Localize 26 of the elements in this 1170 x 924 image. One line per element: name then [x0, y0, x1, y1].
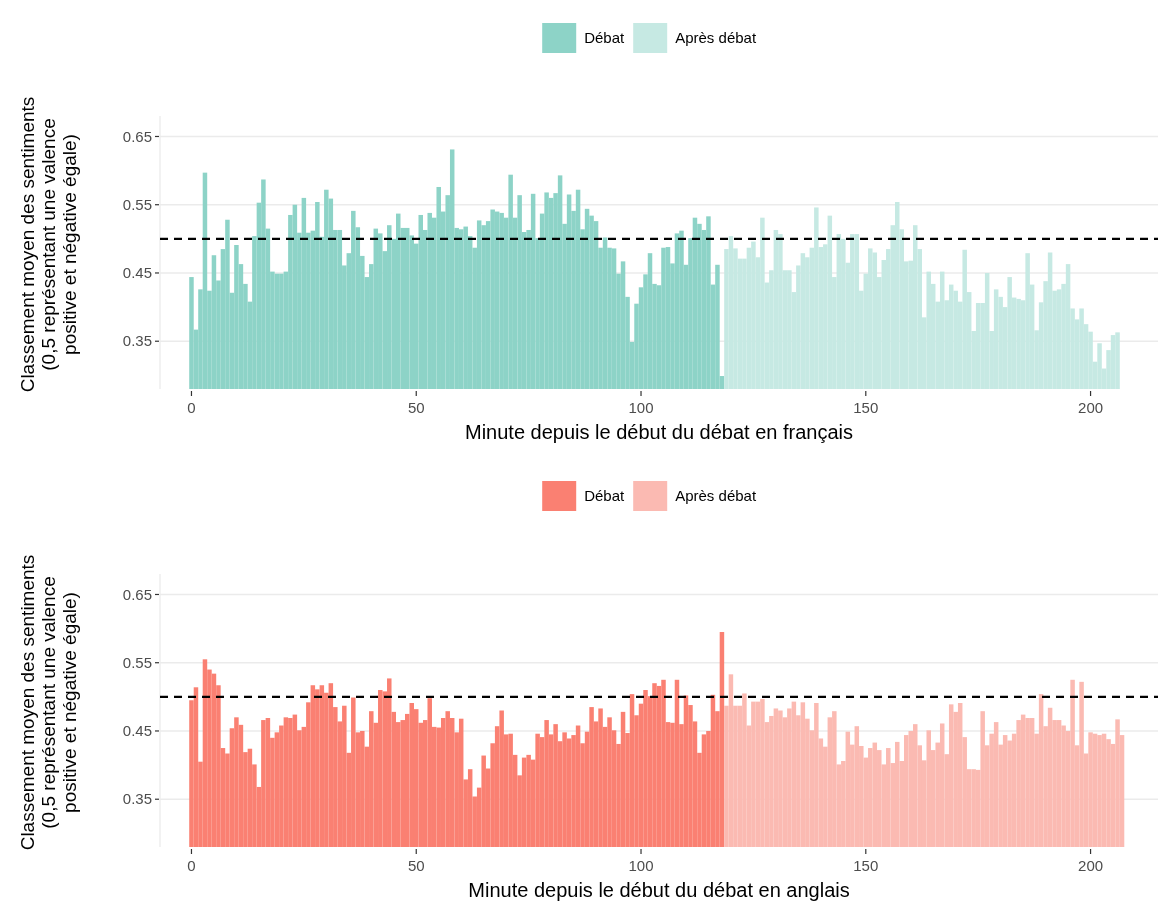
- x-axis-title: Minute depuis le début du débat en français: [464, 421, 854, 443]
- x-tick-label: 50: [407, 399, 425, 416]
- x-tick-label: 200: [1078, 857, 1104, 874]
- y-tick-label: 0.35: [122, 332, 152, 350]
- x-tick-label: 0: [187, 399, 196, 416]
- x-tick-label: 150: [853, 857, 879, 874]
- y-axis-title: Classement moyen des sentiments (0,5 représentant une valence positive et négative égale): [17, 96, 80, 393]
- y-tick-label: 0.65: [122, 127, 152, 145]
- legend-label: Après débat: [675, 29, 757, 47]
- x-tick-label: 150: [853, 399, 879, 416]
- x-axis-title: Minute depuis le début du débat en anglais: [468, 879, 850, 901]
- y-axis-title: Classement moyen des sentiments (0,5 représentant une valence positive et négative égale): [17, 554, 80, 851]
- x-tick-label: 100: [628, 857, 654, 874]
- legend-label: Débat: [584, 29, 626, 47]
- legend-label: Après débat: [675, 487, 757, 505]
- y-tick-label: 0.55: [122, 653, 152, 671]
- x-tick-label: 50: [407, 857, 425, 874]
- y-tick-label: 0.45: [122, 264, 152, 282]
- legend-label: Débat: [584, 487, 626, 505]
- y-tick-label: 0.55: [122, 195, 152, 213]
- x-tick-label: 100: [628, 399, 654, 416]
- x-tick-label: 200: [1078, 399, 1104, 416]
- y-tick-label: 0.45: [122, 722, 152, 740]
- y-tick-label: 0.35: [122, 790, 152, 808]
- x-tick-label: 0: [187, 857, 196, 874]
- y-tick-label: 0.65: [122, 585, 152, 603]
